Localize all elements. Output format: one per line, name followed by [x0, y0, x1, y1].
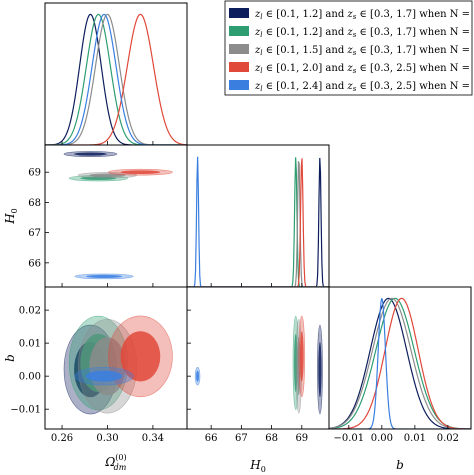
marginal-curve-series-1 — [329, 297, 471, 429]
marginal-panel-h0 — [186, 144, 330, 288]
y-tick-label: −0.01 — [10, 405, 41, 416]
x-tick-label: 68 — [265, 433, 278, 444]
panels-layer: −0.01 0.00 0.01 0.02 66 67 68 69 0.26 0.30 0.34 −0.… — [3, 2, 472, 474]
joint-panel-h0-b: 66 67 68 69 — [186, 286, 330, 444]
y-tick-label: 69 — [28, 168, 41, 179]
legend-swatch-1 — [229, 26, 249, 36]
marginal-curve-series-0 — [45, 13, 187, 145]
panel-frame — [186, 286, 330, 430]
marginal-panel-b: −0.01 0.00 0.01 0.02 — [328, 286, 472, 444]
legend-entry-3: zl ∈ [0.1, 2.0] and zs ∈ [0.3, 2.5] when… — [254, 63, 474, 75]
marginal-curve-series-1 — [187, 157, 329, 287]
contour-68-series-4 — [85, 370, 123, 382]
marginal-curve-series-3 — [45, 13, 187, 145]
contour-68-series-0 — [74, 152, 107, 156]
contours — [194, 315, 323, 415]
joint-panel-om-b: 0.26 0.30 0.34 −0.01 0.00 0.01 0.02 — [10, 286, 188, 444]
legend-entry-2: zl ∈ [0.1, 1.5] and zs ∈ [0.3, 1.7] when… — [254, 45, 474, 57]
x-tick-label: 67 — [235, 433, 248, 444]
panel-frame — [44, 144, 188, 288]
marginal-curve-series-4 — [329, 297, 471, 429]
x-tick-label: 0.01 — [404, 433, 426, 444]
x-tick-label: −0.01 — [333, 433, 364, 444]
marginal-curve-series-0 — [329, 297, 471, 429]
contour-68-series-3 — [120, 170, 161, 175]
marginal-curve-series-4 — [187, 156, 329, 287]
marginal-curve-series-3 — [187, 158, 329, 287]
y-tick-label: 67 — [28, 228, 41, 239]
marginal-curves — [45, 13, 187, 145]
legend-swatch-3 — [229, 62, 249, 72]
x-tick-label: 0.00 — [371, 433, 393, 444]
y-tick-label: 0.01 — [19, 339, 41, 350]
marginal-curve-series-4 — [45, 13, 187, 145]
marginal-panel-om — [44, 2, 188, 146]
contour-68-series-3 — [299, 331, 304, 382]
y-tick-label: 66 — [28, 258, 41, 269]
y-tick-label: 0.02 — [19, 306, 41, 317]
contour-68-series-4 — [85, 274, 123, 278]
x-tick-label: 0.26 — [51, 433, 73, 444]
contours — [63, 315, 173, 415]
x-tick-label: 0.02 — [437, 433, 459, 444]
joint-panel-om-h0: 66 67 68 69 — [28, 144, 188, 288]
y-axis-label-b: b — [3, 354, 17, 362]
x-axis-label-h0: H0 — [249, 458, 266, 474]
legend-entry-0: zl ∈ [0.1, 1.2] and zs ∈ [0.3, 1.7] when… — [254, 9, 474, 21]
marginal-curve-series-0 — [187, 157, 329, 287]
panel-frame — [186, 144, 330, 288]
x-axis-label-b: b — [396, 458, 404, 472]
marginal-curve-series-1 — [45, 13, 187, 145]
marginal-curve-series-2 — [187, 161, 329, 287]
contour-68-series-4 — [196, 370, 200, 382]
legend-swatch-0 — [229, 8, 249, 18]
legend-swatch-4 — [229, 80, 249, 90]
x-axis-label-om: Ω(0) dm — [104, 453, 126, 472]
y-tick-label: 0.00 — [19, 372, 41, 383]
legend: zl ∈ [0.1, 1.2] and zs ∈ [0.3, 1.7] when… — [224, 0, 474, 96]
legend-box — [224, 0, 473, 96]
marginal-curve-series-2 — [45, 13, 187, 145]
x-tick-label: 66 — [205, 433, 218, 444]
marginal-curve-series-3 — [329, 297, 471, 429]
marginal-curves — [329, 297, 471, 429]
contour-68-series-0 — [318, 341, 322, 398]
legend-entry-1: zl ∈ [0.1, 1.2] and zs ∈ [0.3, 1.7] when… — [254, 27, 474, 39]
x-tick-label: 0.30 — [96, 433, 118, 444]
y-tick-label: 68 — [28, 198, 41, 209]
legend-swatch-2 — [229, 44, 249, 54]
contour-68-series-3 — [120, 331, 161, 382]
marginal-curve-series-2 — [329, 297, 471, 429]
x-tick-label: 0.34 — [142, 433, 164, 444]
contours — [63, 151, 173, 280]
y-axis-label-h0: H0 — [3, 208, 19, 225]
x-tick-label: 69 — [295, 433, 308, 444]
legend-entry-4: zl ∈ [0.1, 2.4] and zs ∈ [0.3, 2.5] when… — [254, 81, 474, 93]
marginal-curves — [187, 156, 329, 287]
